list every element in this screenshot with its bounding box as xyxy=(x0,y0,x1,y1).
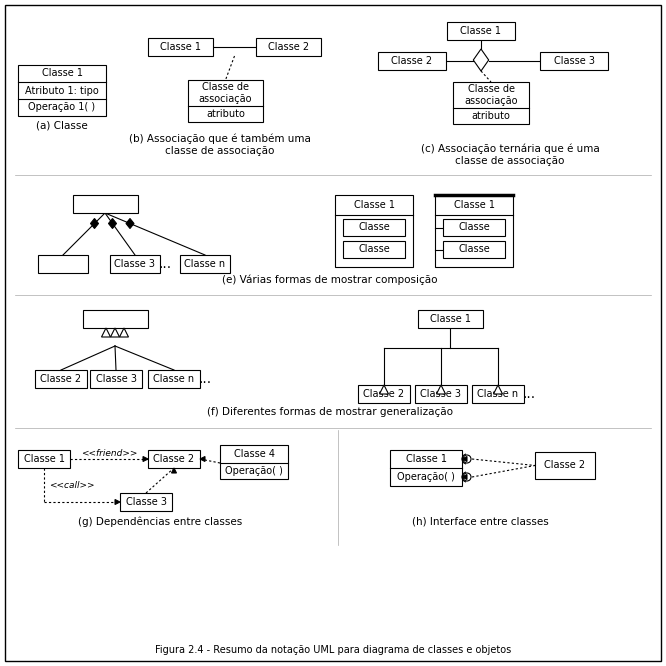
Text: Classe 1: Classe 1 xyxy=(430,314,470,324)
Bar xyxy=(358,385,410,403)
Polygon shape xyxy=(143,456,148,462)
Text: Classe n: Classe n xyxy=(153,374,194,384)
Text: atributo: atributo xyxy=(472,111,510,121)
Bar xyxy=(453,82,529,124)
Bar xyxy=(335,195,413,267)
Bar xyxy=(443,241,505,258)
Bar xyxy=(390,450,462,486)
Text: Classe 3: Classe 3 xyxy=(95,374,137,384)
Text: Classe 4: Classe 4 xyxy=(234,449,274,459)
Bar xyxy=(443,219,505,236)
Text: Classe 2: Classe 2 xyxy=(41,374,81,384)
Bar xyxy=(256,38,321,56)
Text: Classe de
associação: Classe de associação xyxy=(464,84,517,106)
Bar xyxy=(148,370,200,388)
Polygon shape xyxy=(126,218,134,228)
Bar xyxy=(83,310,147,328)
Text: Atributo 1: tipo: Atributo 1: tipo xyxy=(25,85,99,95)
Text: Classe 1: Classe 1 xyxy=(454,200,494,210)
Bar xyxy=(120,493,172,511)
Polygon shape xyxy=(109,218,117,228)
Bar xyxy=(540,52,608,70)
Bar xyxy=(343,241,405,258)
Text: (g) Dependências entre classes: (g) Dependências entre classes xyxy=(78,517,242,527)
Bar xyxy=(535,452,595,479)
Text: Classe 3: Classe 3 xyxy=(420,389,462,399)
Polygon shape xyxy=(91,218,99,228)
Bar xyxy=(148,38,213,56)
Text: (b) Associação que é também uma
classe de associação: (b) Associação que é também uma classe d… xyxy=(129,134,311,156)
Text: Classe 1: Classe 1 xyxy=(354,200,394,210)
Text: (a) Classe: (a) Classe xyxy=(36,121,88,131)
Bar xyxy=(35,370,87,388)
Text: Classe 2: Classe 2 xyxy=(364,389,404,399)
Bar xyxy=(110,255,160,273)
Polygon shape xyxy=(462,474,467,480)
Text: <<friend>>: <<friend>> xyxy=(81,448,137,458)
Bar xyxy=(418,310,482,328)
Bar xyxy=(472,385,524,403)
Bar xyxy=(188,80,263,122)
Text: Operação 1( ): Operação 1( ) xyxy=(29,103,95,113)
Text: Classe: Classe xyxy=(358,244,390,254)
Polygon shape xyxy=(172,468,176,473)
Polygon shape xyxy=(462,456,467,462)
Text: Classe n: Classe n xyxy=(184,259,226,269)
Bar xyxy=(343,219,405,236)
Polygon shape xyxy=(380,385,388,394)
Text: Operação( ): Operação( ) xyxy=(397,472,455,482)
Bar xyxy=(148,450,200,468)
Polygon shape xyxy=(436,385,446,394)
Text: Classe 2: Classe 2 xyxy=(544,460,585,470)
Text: Classe: Classe xyxy=(358,222,390,232)
Bar xyxy=(447,22,515,40)
Bar xyxy=(435,195,513,267)
Polygon shape xyxy=(111,328,119,337)
Text: Classe 2: Classe 2 xyxy=(268,42,309,52)
Text: (c) Associação ternária que é uma
classe de associação: (c) Associação ternária que é uma classe… xyxy=(421,144,599,166)
Text: Classe 3: Classe 3 xyxy=(115,259,155,269)
Bar xyxy=(415,385,467,403)
Text: Classe 1: Classe 1 xyxy=(406,454,446,464)
Text: Classe 1: Classe 1 xyxy=(23,454,65,464)
Text: (e) Várias formas de mostrar composição: (e) Várias formas de mostrar composição xyxy=(222,275,438,285)
Circle shape xyxy=(463,473,471,481)
Text: Classe 3: Classe 3 xyxy=(553,56,595,66)
Polygon shape xyxy=(115,500,120,505)
Text: atributo: atributo xyxy=(206,109,245,119)
Text: Figura 2.4 - Resumo da notação UML para diagrama de classes e objetos: Figura 2.4 - Resumo da notação UML para … xyxy=(155,645,511,655)
Text: Classe 2: Classe 2 xyxy=(153,454,194,464)
Text: Classe 2: Classe 2 xyxy=(392,56,432,66)
Text: (f) Diferentes formas de mostrar generalização: (f) Diferentes formas de mostrar general… xyxy=(207,407,453,417)
Bar xyxy=(180,255,230,273)
Polygon shape xyxy=(101,328,111,337)
Text: Classe: Classe xyxy=(458,244,490,254)
Bar xyxy=(220,445,288,479)
Polygon shape xyxy=(494,385,503,394)
Text: Operação( ): Operação( ) xyxy=(225,466,283,476)
Polygon shape xyxy=(200,456,205,462)
Text: Classe: Classe xyxy=(458,222,490,232)
Text: <<call>>: <<call>> xyxy=(49,480,95,490)
Circle shape xyxy=(463,455,471,463)
Bar xyxy=(18,450,70,468)
Text: Classe 1: Classe 1 xyxy=(41,69,83,79)
Text: Classe 1: Classe 1 xyxy=(160,42,201,52)
Text: Classe 1: Classe 1 xyxy=(460,26,501,36)
Text: ...: ... xyxy=(159,257,172,271)
Text: Classe de
associação: Classe de associação xyxy=(198,82,252,104)
Bar xyxy=(90,370,142,388)
Bar xyxy=(38,255,88,273)
Text: (h) Interface entre classes: (h) Interface entre classes xyxy=(412,517,548,527)
Polygon shape xyxy=(119,328,129,337)
Polygon shape xyxy=(474,49,489,71)
Text: Classe n: Classe n xyxy=(478,389,519,399)
Bar xyxy=(18,65,106,116)
Text: ...: ... xyxy=(522,387,535,401)
Bar xyxy=(378,52,446,70)
Text: ...: ... xyxy=(198,372,212,386)
Text: Classe 3: Classe 3 xyxy=(125,497,166,507)
Bar xyxy=(73,195,137,213)
